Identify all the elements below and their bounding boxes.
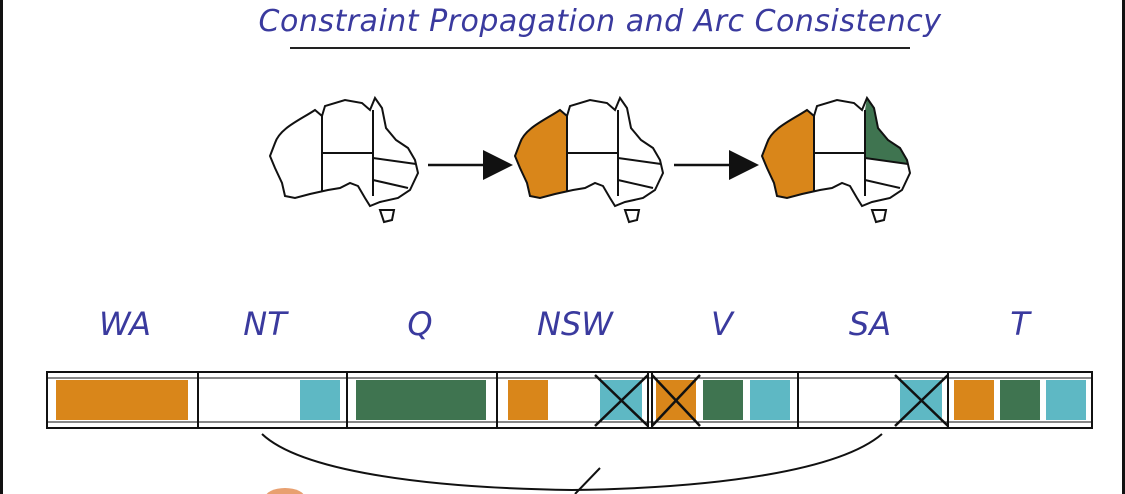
constraint-brace [261, 433, 883, 492]
title-underline [290, 47, 910, 49]
v-green-swatch [703, 380, 743, 420]
label-wa: WA [99, 305, 151, 343]
nsw-orange-swatch [508, 380, 548, 420]
label-nt: NT [243, 305, 287, 343]
frame-left-edge [0, 0, 3, 494]
t-cyan-swatch [1046, 380, 1086, 420]
map-wa-colored [513, 95, 665, 224]
v-cyan-swatch [750, 380, 790, 420]
diagram-title: Constraint Propagation and Arc Consisten… [258, 4, 942, 39]
t-green-swatch [1000, 380, 1040, 420]
label-q: Q [407, 305, 433, 343]
label-sa: SA [848, 305, 892, 343]
nt-cyan-swatch [300, 380, 340, 420]
domain-table [46, 371, 1093, 429]
frame-right-edge [1122, 0, 1125, 494]
label-t: T [1010, 305, 1030, 343]
q-green-swatch [356, 380, 486, 420]
wa-orange-swatch [56, 380, 188, 420]
map-wa-q-colored [760, 95, 912, 224]
label-nsw: NSW [537, 305, 613, 343]
map-initial [268, 95, 420, 224]
t-orange-swatch [954, 380, 994, 420]
label-v: V [711, 305, 733, 343]
